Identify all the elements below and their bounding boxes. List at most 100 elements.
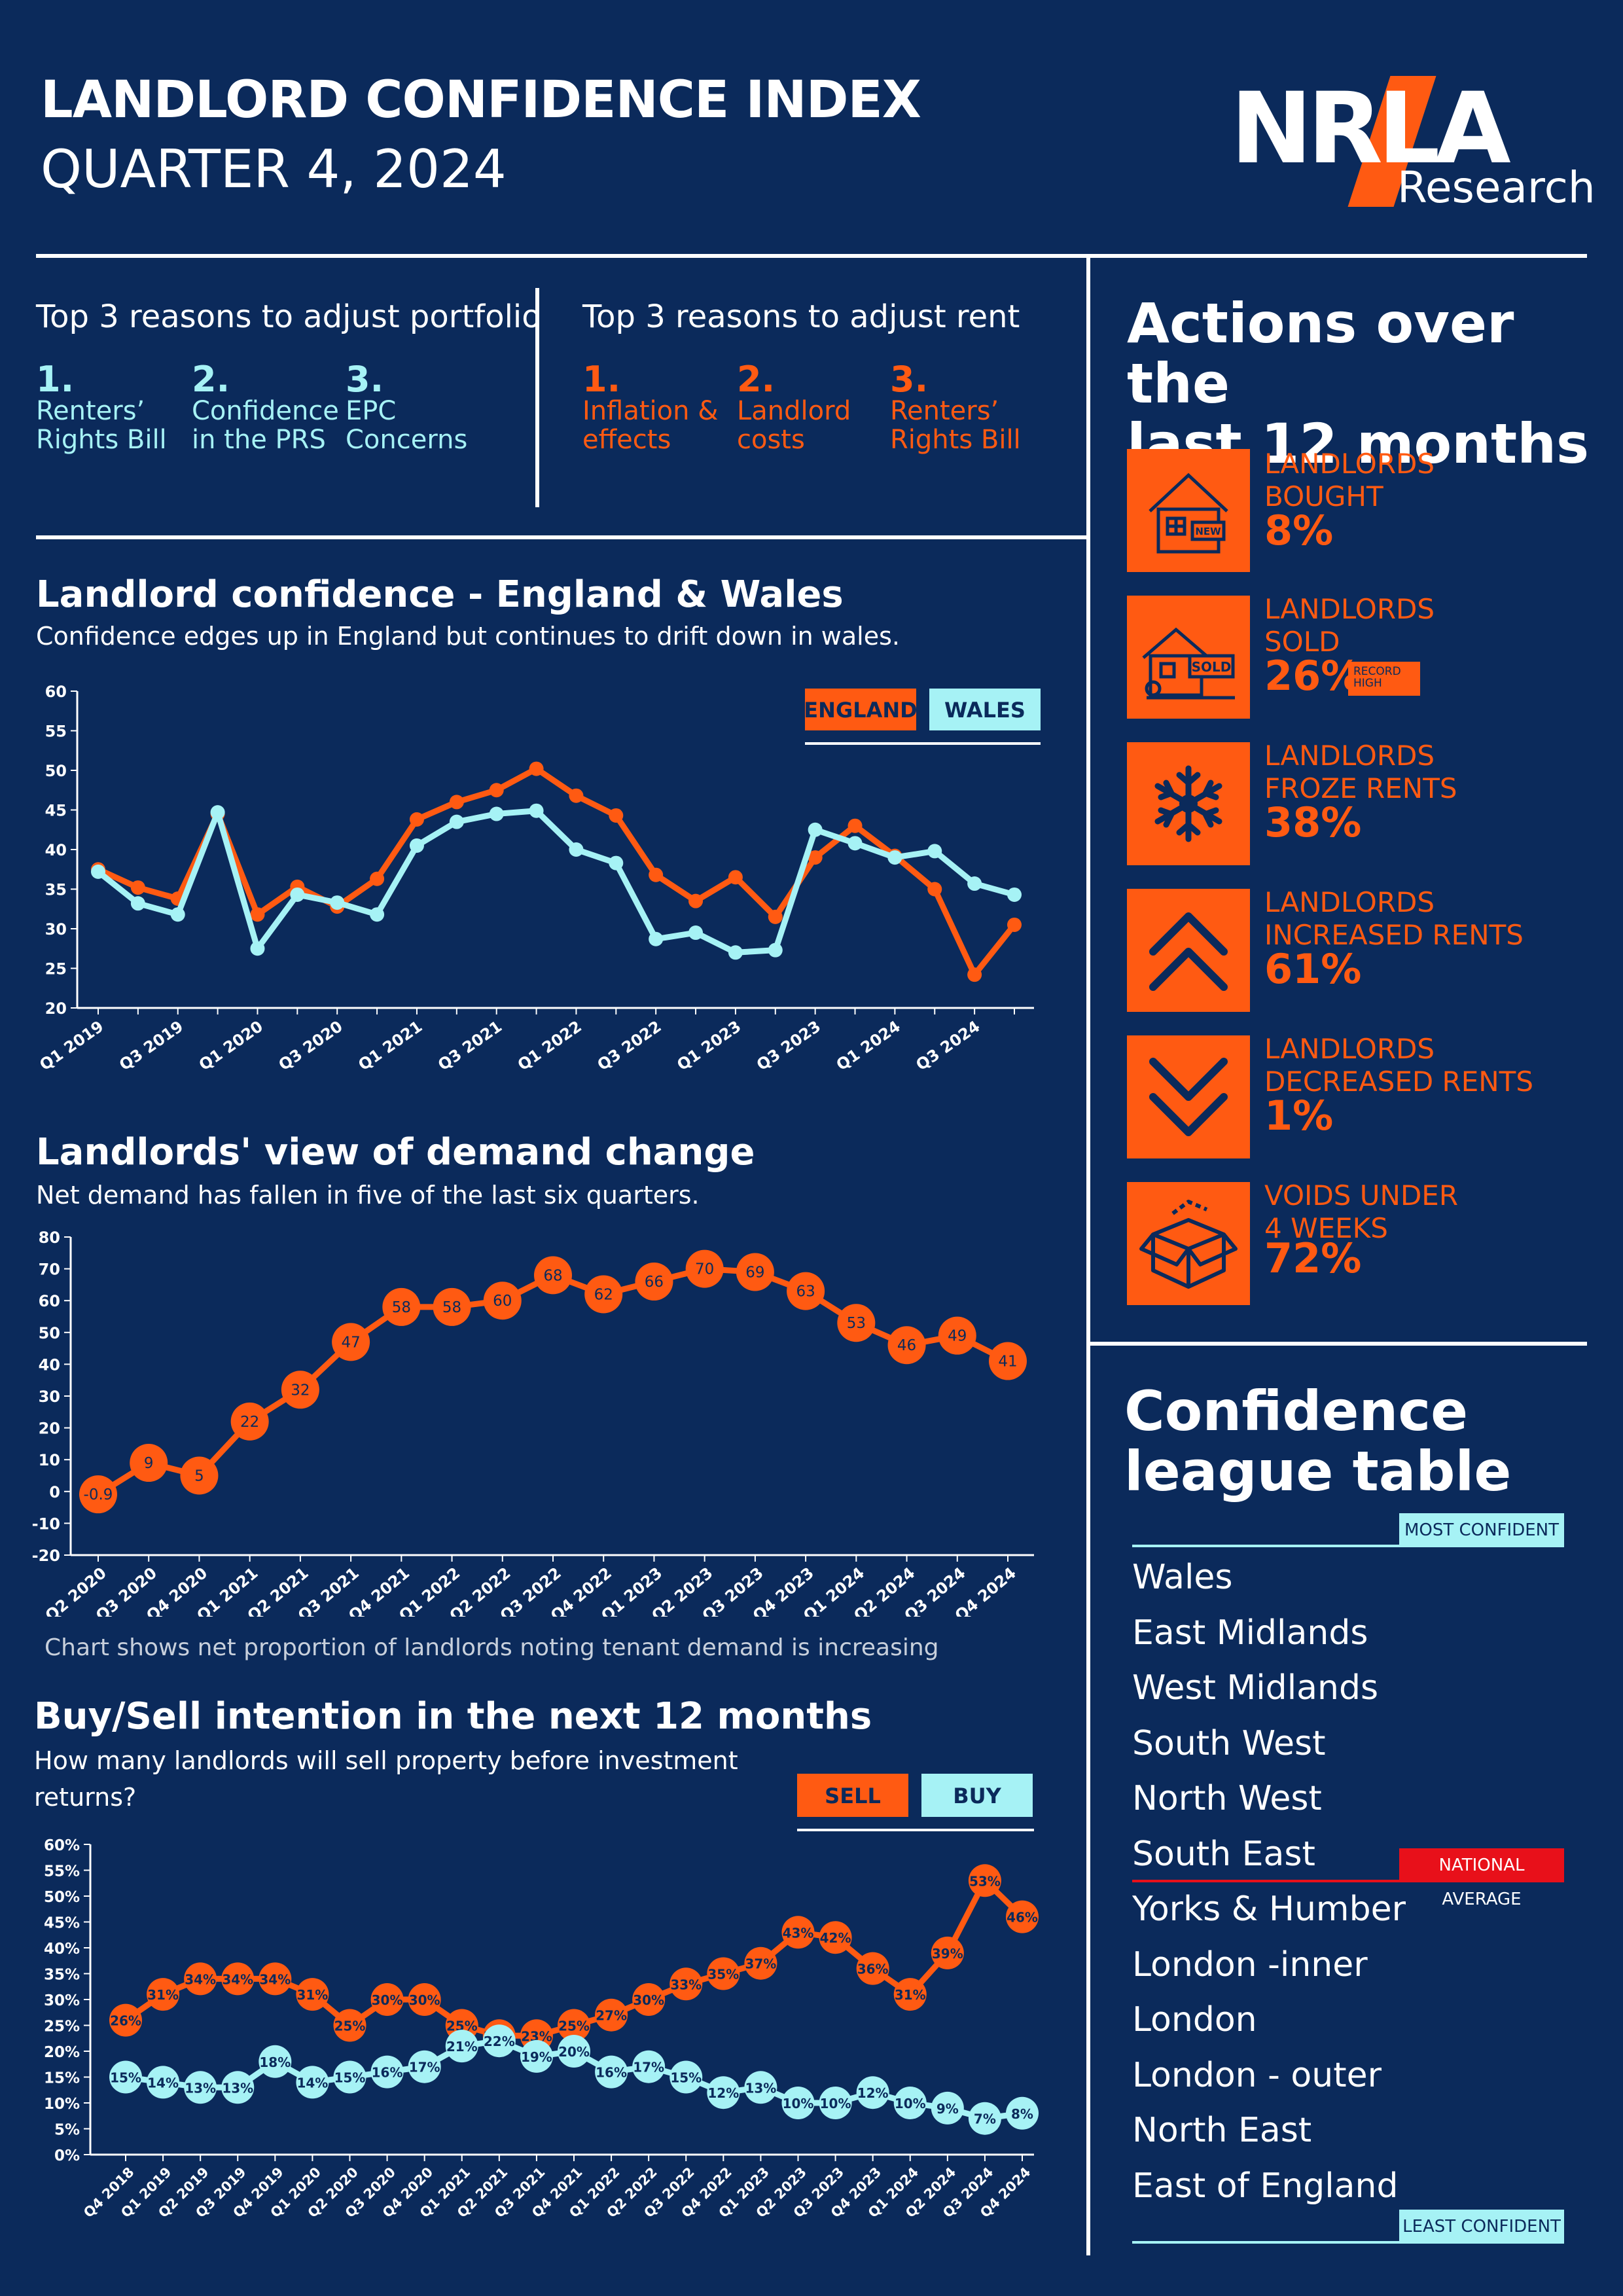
- action-bought-label: LANDLORDS BOUGHT: [1264, 448, 1435, 512]
- league-item: West Midlands: [1132, 1668, 1379, 1708]
- data-point-sell: [819, 1921, 852, 1954]
- data-label-sell: 30%: [372, 1992, 403, 2008]
- data-point-england: [927, 882, 942, 897]
- demand-point-label: 32: [291, 1382, 310, 1399]
- demand-chart-title: Landlords' view of demand change: [36, 1131, 755, 1174]
- rent-reason-1-num: 1.: [582, 359, 621, 400]
- rent-reason-1: Inflation & effects: [582, 396, 719, 455]
- portfolio-reason-3: EPC Concerns: [346, 396, 468, 455]
- data-point-wales: [130, 896, 145, 911]
- data-point-england: [967, 967, 982, 982]
- x-tick-label: Q3 2022: [594, 1017, 665, 1074]
- data-label-buy: 17%: [633, 2060, 664, 2075]
- demand-point: [736, 1253, 774, 1291]
- y-tick-label: 30: [39, 1388, 60, 1406]
- data-point-sell: [893, 1978, 927, 2011]
- data-point-buy: [968, 2102, 1001, 2135]
- data-point-england: [1007, 917, 1022, 932]
- data-point-sell: [333, 2009, 366, 2042]
- portfolio-reason-2-num: 2.: [192, 359, 230, 400]
- data-point-wales: [688, 925, 704, 941]
- data-label-sell: 31%: [296, 1987, 328, 2003]
- action-bought-value: 8%: [1264, 507, 1334, 554]
- demand-point-label: 22: [240, 1414, 259, 1431]
- data-point-sell: [1006, 1900, 1039, 1933]
- most-confident-line: [1132, 1545, 1564, 1547]
- demand-point: [584, 1275, 623, 1314]
- house-new-icon: NEW: [1127, 449, 1250, 572]
- data-label-buy: 22%: [484, 2034, 515, 2049]
- demand-point: [79, 1475, 117, 1514]
- data-point-england: [449, 795, 464, 810]
- league-item: Wales: [1132, 1558, 1233, 1597]
- demand-point: [230, 1402, 269, 1441]
- league-title: Confidence league table: [1124, 1379, 1512, 1503]
- rent-reason-2: Landlord costs: [737, 396, 851, 455]
- data-point-england: [409, 812, 424, 827]
- data-point-england: [728, 870, 743, 885]
- data-point-wales: [290, 887, 305, 902]
- data-label-sell: 42%: [820, 1930, 851, 1946]
- action-froze-label: LANDLORDS FROZE RENTS: [1264, 740, 1457, 804]
- y-tick-label: 0: [49, 1483, 60, 1501]
- data-point-sell: [781, 1916, 815, 1949]
- data-label-sell: 37%: [745, 1956, 776, 1972]
- league-item: South West: [1132, 1723, 1326, 1763]
- demand-point-label: 70: [695, 1261, 714, 1278]
- data-label-sell: 43%: [783, 1925, 814, 1941]
- demand-point: [332, 1323, 370, 1361]
- y-tick-label: 25%: [44, 2018, 80, 2036]
- logo-subtext: Research: [1397, 162, 1596, 213]
- data-point-buy: [333, 2060, 366, 2094]
- data-label-sell: 25%: [558, 2018, 590, 2034]
- y-tick-label: 35%: [44, 1967, 80, 1984]
- demand-point: [635, 1263, 673, 1301]
- data-point-buy: [184, 2071, 217, 2104]
- y-tick-label: 60: [45, 683, 67, 701]
- data-point-england: [847, 818, 863, 833]
- data-point-buy: [445, 2030, 478, 2063]
- data-point-buy: [408, 2050, 441, 2083]
- data-point-england: [609, 808, 624, 823]
- data-point-sell: [109, 2003, 142, 2037]
- action-voids-value: 72%: [1264, 1234, 1362, 1282]
- league-item: North East: [1132, 2111, 1312, 2150]
- snowflake-icon: [1127, 742, 1250, 865]
- action-froze-value: 38%: [1264, 798, 1362, 846]
- data-point-sell: [595, 1998, 628, 2032]
- action-increased-label: LANDLORDS INCREASED RENTS: [1264, 886, 1524, 951]
- y-tick-label: 50: [45, 762, 67, 780]
- y-tick-label: 40: [39, 1355, 60, 1374]
- data-label-sell: 30%: [409, 1992, 440, 2008]
- data-label-sell: 53%: [969, 1873, 1001, 1889]
- x-tick-label: Q1 2021: [355, 1017, 425, 1074]
- data-point-buy: [595, 2055, 628, 2089]
- data-point-buy: [147, 2066, 180, 2099]
- data-point-england: [489, 783, 504, 798]
- data-point-buy: [893, 2087, 927, 2119]
- demand-point-label: 49: [948, 1328, 967, 1345]
- logo-text: NRLA: [1230, 72, 1511, 186]
- data-point-buy: [1006, 2096, 1039, 2130]
- data-label-buy: 7%: [974, 2111, 996, 2127]
- rent-reason-3-num: 3.: [890, 359, 929, 400]
- data-point-england: [768, 909, 783, 924]
- data-point-wales: [728, 945, 743, 960]
- y-tick-label: 55: [45, 723, 67, 741]
- league-item: London: [1132, 2000, 1257, 2039]
- data-point-sell: [558, 2009, 590, 2042]
- y-tick-label: 5%: [54, 2122, 80, 2139]
- data-point-wales: [409, 838, 424, 853]
- legend-england: [805, 689, 916, 730]
- y-tick-label: 55%: [44, 1863, 80, 1880]
- y-tick-label: 60: [39, 1292, 60, 1310]
- demand-point-label: 62: [594, 1286, 613, 1303]
- data-label-sell: 34%: [185, 1971, 216, 1987]
- demand-point: [685, 1249, 724, 1288]
- y-tick-label: 60%: [44, 1837, 80, 1854]
- demand-point-label: 5: [194, 1468, 204, 1485]
- data-point-wales: [649, 931, 664, 946]
- data-point-buy: [819, 2087, 852, 2119]
